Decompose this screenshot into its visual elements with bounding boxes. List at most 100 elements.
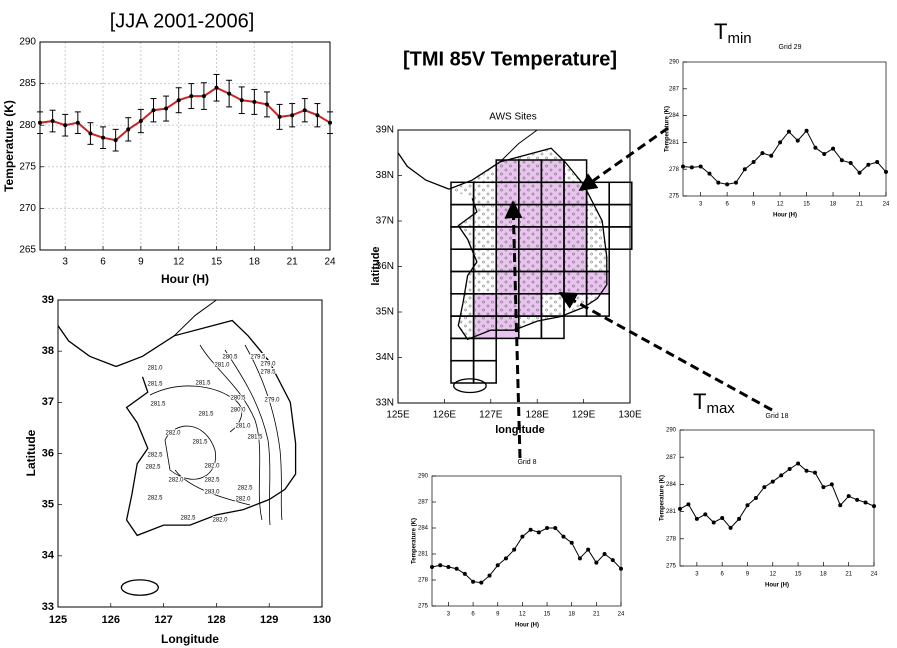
contour-label: 280.0 xyxy=(230,408,246,414)
contour-label: 282.5 xyxy=(147,496,163,502)
grid-cell-border xyxy=(472,359,497,384)
y-tick-label: 278 xyxy=(669,167,680,173)
point xyxy=(512,547,517,552)
x-tick-label: 129E xyxy=(572,410,596,421)
grid-cell xyxy=(609,227,632,249)
x-tick-label: 9 xyxy=(746,572,750,578)
y-tick-label: 275 xyxy=(19,161,36,172)
point xyxy=(711,520,716,525)
x-tick-label: 24 xyxy=(618,612,625,618)
x-tick-label: 3 xyxy=(62,257,68,268)
y-tick-label: 270 xyxy=(19,203,36,214)
contour-label: 281.5 xyxy=(195,381,211,387)
point xyxy=(290,113,295,118)
x-axis-label: Hour (H) xyxy=(773,213,797,219)
contour-line xyxy=(224,349,271,526)
point xyxy=(804,468,809,473)
x-tick-label: 6 xyxy=(725,202,729,208)
coastline xyxy=(173,299,217,337)
y-tick-label: 38 xyxy=(42,345,54,357)
contour-label: 279.5 xyxy=(250,355,266,361)
y-tick-label: 34 xyxy=(42,550,55,562)
contour-label: 279.0 xyxy=(260,362,276,368)
x-tick-label: 15 xyxy=(211,257,223,268)
point xyxy=(703,512,708,517)
x-tick-label: 21 xyxy=(845,572,852,578)
x-tick-label: 128E xyxy=(526,410,550,421)
site-dots xyxy=(449,148,607,340)
contour-label: 279.0 xyxy=(264,398,280,404)
point xyxy=(681,164,685,169)
y-tick-label: 275 xyxy=(418,604,429,610)
y-tick-label: 284 xyxy=(666,482,677,488)
point xyxy=(454,566,459,571)
y-tick-label: 281 xyxy=(669,140,680,146)
contour-label: 282.0 xyxy=(212,518,228,524)
point xyxy=(838,503,843,508)
point xyxy=(63,123,68,128)
point xyxy=(471,579,476,584)
x-tick-label: 3 xyxy=(699,202,703,208)
chart-panel: 125E 126E 127E 128E 129E 130E 33N 34N 35N 36N 37N 3… xyxy=(370,48,642,436)
plot-frame xyxy=(679,429,875,567)
point xyxy=(787,466,792,471)
x-tick-label: 21 xyxy=(856,202,863,208)
x-tick-label: 9 xyxy=(138,257,144,268)
grid-cell xyxy=(474,338,497,360)
contour-label: 282.5 xyxy=(147,453,163,459)
y-tick-label: 290 xyxy=(19,37,36,48)
point xyxy=(586,547,591,552)
point xyxy=(839,158,844,163)
grid-cell-border xyxy=(450,337,475,362)
chart-panel: 3 6 9 12 15 18 21 24 275 278 281 284 287 290 Grid 8 Hou… xyxy=(412,459,625,629)
point xyxy=(536,530,541,535)
point xyxy=(138,119,143,124)
line xyxy=(682,129,887,185)
point xyxy=(707,171,712,176)
contour-line xyxy=(244,344,283,521)
y-tick-label: 37N xyxy=(376,216,394,227)
x-tick-label: 24 xyxy=(883,202,890,208)
x-axis-label: Hour (H) xyxy=(515,623,539,629)
point xyxy=(264,102,269,107)
y-tick-label: 36 xyxy=(42,447,54,459)
annotation-sub: max xyxy=(706,400,735,417)
point xyxy=(462,571,467,576)
annotation-main: T xyxy=(693,389,706,414)
point xyxy=(698,164,703,169)
plot-frame xyxy=(397,129,631,404)
x-tick-label: 21 xyxy=(593,612,600,618)
point xyxy=(762,485,767,490)
line xyxy=(679,462,875,529)
point xyxy=(602,552,607,556)
contour-label: 281.5 xyxy=(150,402,166,408)
chart-subtitle: AWS Sites xyxy=(489,112,536,123)
contour-label: 281.5 xyxy=(192,440,208,446)
y-tick-label: 265 xyxy=(19,245,36,256)
contour-label: 282.0 xyxy=(165,431,181,437)
y-tick-label: 35 xyxy=(42,499,54,511)
arrows xyxy=(504,126,773,459)
point xyxy=(866,162,871,167)
coastline xyxy=(499,129,538,163)
point xyxy=(252,99,257,104)
chart-panel: 3 6 9 12 15 18 21 24 275 278 281 284 287 290 Grid 18 Ho… xyxy=(660,389,878,589)
contour-line xyxy=(149,385,243,433)
x-tick-label: 125 xyxy=(49,614,67,626)
y-tick-label: 38N xyxy=(376,170,394,181)
grid-cell xyxy=(451,338,474,360)
point xyxy=(227,91,232,96)
x-tick-label: 24 xyxy=(324,257,336,268)
y-tick-label: 33 xyxy=(42,601,54,613)
plot-frame xyxy=(682,61,887,197)
x-tick-label: 12 xyxy=(519,612,526,618)
point xyxy=(239,98,244,103)
plot-frame xyxy=(57,299,323,608)
y-tick-label: 37 xyxy=(42,396,54,408)
y-tick-label: 287 xyxy=(418,500,429,506)
x-tick-label: 130E xyxy=(618,410,642,421)
x-tick-label: 126 xyxy=(102,614,120,626)
point xyxy=(753,496,758,500)
point xyxy=(88,131,93,136)
x-tick-label: 12 xyxy=(777,202,784,208)
